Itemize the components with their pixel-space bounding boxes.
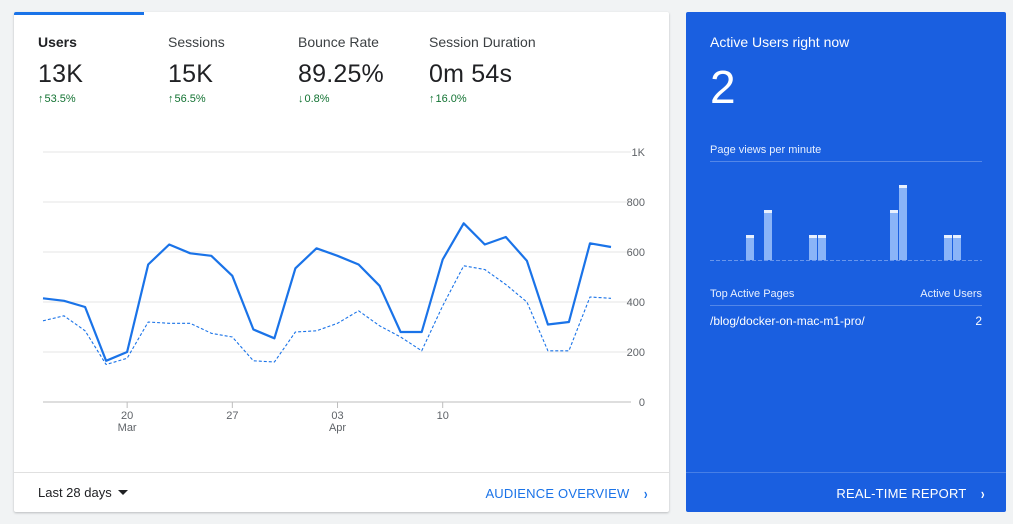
metric-delta-value: 16.0% xyxy=(435,93,467,105)
metric-tab-sessions[interactable]: Sessions 15K ↑56.5% xyxy=(168,34,298,105)
active-users-count: 2 xyxy=(710,61,736,113)
metric-value: 0m 54s xyxy=(429,60,513,88)
metric-delta: ↑16.0% xyxy=(429,93,559,105)
pageview-bar xyxy=(818,235,826,260)
metric-tab-bounce-rate[interactable]: Bounce Rate 89.25% ↓0.8% xyxy=(298,34,428,105)
y-tick-label: 200 xyxy=(627,347,645,359)
series-line-previous xyxy=(42,265,612,366)
audience-overview-link[interactable]: AUDIENCE OVERVIEW › xyxy=(485,485,649,503)
x-tick-label: 03 xyxy=(331,410,343,422)
pageview-bar-cap xyxy=(764,210,772,213)
top-pages-header: Top Active Pages Active Users xyxy=(710,288,982,300)
metric-delta-value: 53.5% xyxy=(44,93,76,105)
metric-delta-value: 56.5% xyxy=(174,93,206,105)
y-tick-label: 1K xyxy=(632,147,646,159)
series-line-current xyxy=(42,222,612,362)
divider xyxy=(710,161,982,162)
pageview-bar xyxy=(809,235,817,260)
pageviews-label: Page views per minute xyxy=(710,144,822,156)
pageview-bar-cap xyxy=(809,235,817,238)
realtime-report-label: REAL-TIME REPORT xyxy=(836,486,967,501)
x-tick-label: 20 xyxy=(121,410,133,422)
arrow-up-icon: ↑ xyxy=(38,93,44,105)
pageview-bar xyxy=(890,210,898,260)
pageview-bar xyxy=(944,235,952,260)
audience-card-footer: Last 28 days AUDIENCE OVERVIEW › xyxy=(14,472,669,512)
date-range-label: Last 28 days xyxy=(38,485,112,500)
pageview-bar xyxy=(899,185,907,260)
pageviews-bar-chart xyxy=(710,185,982,261)
realtime-title: Active Users right now xyxy=(710,34,850,50)
audience-card: Users 13K ↑53.5% Sessions 15K ↑56.5% Bou… xyxy=(14,12,669,512)
metric-name: Bounce Rate xyxy=(298,34,379,50)
arrow-up-icon: ↑ xyxy=(168,93,174,105)
y-tick-label: 800 xyxy=(627,197,645,209)
pageview-bar-cap xyxy=(818,235,826,238)
x-tick-month-label: Apr xyxy=(329,422,346,434)
active-users-header-label: Active Users xyxy=(920,288,982,300)
metric-value: 89.25% xyxy=(298,60,384,88)
pageview-bar xyxy=(953,235,961,260)
active-tab-indicator xyxy=(14,12,144,15)
metric-name: Sessions xyxy=(168,34,225,50)
metric-tab-users[interactable]: Users 13K ↑53.5% xyxy=(38,34,168,105)
page-active-users: 2 xyxy=(975,314,982,328)
y-tick-label: 600 xyxy=(627,247,645,259)
page-path: /blog/docker-on-mac-m1-pro/ xyxy=(710,314,865,328)
arrow-down-icon: ↓ xyxy=(298,93,304,105)
pageview-bar-cap xyxy=(944,235,952,238)
chevron-right-icon: › xyxy=(981,486,986,503)
pageview-bar-cap xyxy=(953,235,961,238)
date-range-dropdown[interactable]: Last 28 days xyxy=(38,485,128,500)
y-tick-label: 0 xyxy=(639,397,645,409)
metric-tab-session-duration[interactable]: Session Duration 0m 54s ↑16.0% xyxy=(429,34,559,105)
top-pages-header-label: Top Active Pages xyxy=(710,288,795,300)
divider xyxy=(710,305,982,306)
chevron-right-icon: › xyxy=(644,486,649,503)
x-tick-label: 10 xyxy=(437,410,449,422)
x-tick-label: 27 xyxy=(226,410,238,422)
y-tick-label: 400 xyxy=(627,297,645,309)
x-tick-month-label: Mar xyxy=(118,422,137,434)
pageview-bar xyxy=(764,210,772,260)
pageview-bar-cap xyxy=(746,235,754,238)
realtime-card-footer: REAL-TIME REPORT › xyxy=(686,472,1006,512)
metric-value: 15K xyxy=(168,60,214,88)
arrow-up-icon: ↑ xyxy=(429,93,435,105)
top-page-row[interactable]: /blog/docker-on-mac-m1-pro/ 2 xyxy=(710,314,982,328)
pageview-bar-cap xyxy=(899,185,907,188)
metric-value: 13K xyxy=(38,60,84,88)
metric-name: Users xyxy=(38,34,77,50)
metric-name: Session Duration xyxy=(429,34,536,50)
metric-delta: ↑56.5% xyxy=(168,93,298,105)
pageview-bar-cap xyxy=(890,210,898,213)
metric-delta-value: 0.8% xyxy=(304,93,330,105)
realtime-card: Active Users right now 2 Page views per … xyxy=(686,12,1006,512)
caret-down-icon xyxy=(117,490,128,496)
realtime-report-link[interactable]: REAL-TIME REPORT › xyxy=(836,485,986,503)
pageview-bar xyxy=(746,235,754,260)
audience-overview-label: AUDIENCE OVERVIEW xyxy=(485,486,630,501)
metric-delta: ↑53.5% xyxy=(38,93,168,105)
metric-delta: ↓0.8% xyxy=(298,93,428,105)
